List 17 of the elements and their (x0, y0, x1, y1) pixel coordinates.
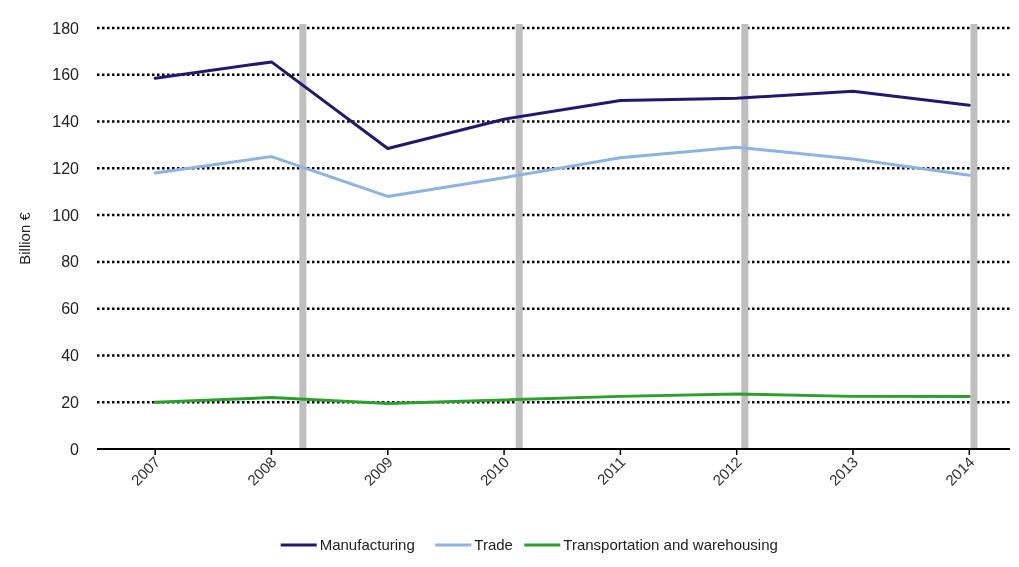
legend-label: Trade (474, 536, 513, 554)
legend-label: Transportation and warehousing (563, 536, 778, 554)
y-tick-label: 0 (70, 440, 80, 458)
y-tick-label: 180 (52, 19, 80, 37)
line-series (153, 392, 971, 405)
y-axis-title: Billion € (16, 211, 33, 265)
y-tick-label: 160 (52, 66, 80, 84)
y-tick-label: 140 (52, 113, 80, 131)
y-tick-label: 100 (52, 206, 80, 224)
legend-label: Manufacturing (319, 536, 415, 554)
y-tick-label: 80 (61, 253, 80, 271)
y-tick-label: 120 (52, 159, 80, 177)
line-series (153, 145, 971, 198)
y-tick-label: 40 (61, 347, 80, 365)
y-tick-label: 20 (61, 393, 80, 411)
line-series (153, 60, 971, 150)
y-tick-label: 60 (61, 300, 80, 318)
